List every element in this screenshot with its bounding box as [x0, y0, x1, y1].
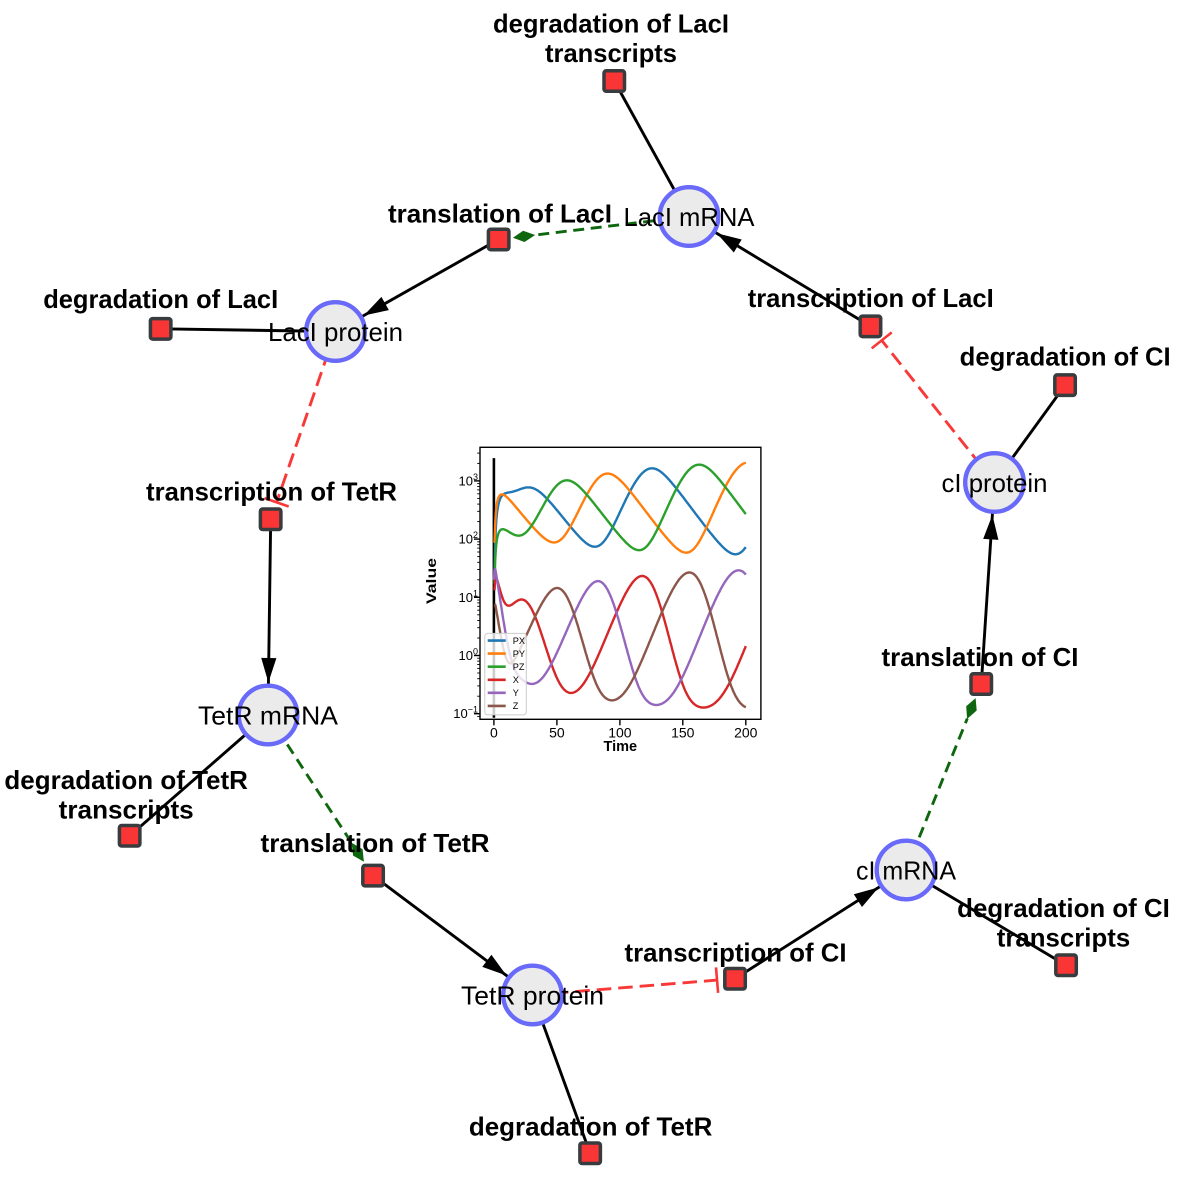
svg-text:transcripts: transcripts	[59, 796, 194, 824]
svg-text:PY: PY	[513, 649, 525, 659]
svg-text:X: X	[513, 675, 519, 685]
svg-text:transcription of CI: transcription of CI	[625, 939, 847, 967]
svg-text:103: 103	[459, 472, 478, 489]
svg-text:LacI protein: LacI protein	[268, 317, 403, 347]
svg-text:degradation of TetR: degradation of TetR	[4, 767, 247, 795]
svg-text:translation of CI: translation of CI	[882, 644, 1079, 672]
svg-text:transcripts: transcripts	[997, 925, 1130, 953]
svg-text:100: 100	[608, 725, 632, 741]
svg-text:cI mRNA: cI mRNA	[856, 856, 957, 886]
svg-text:degradation of LacI: degradation of LacI	[43, 286, 278, 314]
svg-text:PX: PX	[513, 636, 525, 646]
svg-text:degradation of LacI: degradation of LacI	[493, 10, 729, 38]
svg-text:cI protein: cI protein	[942, 468, 1048, 498]
svg-text:PZ: PZ	[513, 662, 525, 672]
svg-text:degradation of CI: degradation of CI	[957, 895, 1170, 923]
svg-text:100: 100	[459, 647, 478, 664]
svg-text:50: 50	[549, 725, 565, 741]
svg-text:Z: Z	[513, 701, 519, 711]
svg-text:Time: Time	[604, 739, 638, 755]
svg-text:transcripts: transcripts	[545, 40, 677, 68]
svg-text:101: 101	[459, 588, 478, 605]
svg-text:degradation of TetR: degradation of TetR	[469, 1113, 713, 1141]
svg-text:0: 0	[490, 725, 498, 741]
svg-text:transcription of TetR: transcription of TetR	[146, 479, 397, 507]
svg-text:Y: Y	[513, 688, 519, 698]
svg-text:TetR protein: TetR protein	[461, 981, 604, 1011]
svg-text:translation of LacI: translation of LacI	[388, 200, 612, 228]
svg-text:translation of TetR: translation of TetR	[261, 830, 490, 858]
svg-text:150: 150	[671, 725, 695, 741]
svg-text:LacI mRNA: LacI mRNA	[624, 202, 756, 232]
svg-text:TetR mRNA: TetR mRNA	[198, 701, 339, 731]
svg-text:102: 102	[459, 530, 478, 547]
svg-text:10−1: 10−1	[453, 705, 478, 722]
svg-text:transcription of LacI: transcription of LacI	[748, 285, 994, 313]
svg-text:200: 200	[734, 725, 758, 741]
svg-text:Value: Value	[424, 557, 439, 604]
svg-text:degradation of CI: degradation of CI	[960, 343, 1171, 371]
